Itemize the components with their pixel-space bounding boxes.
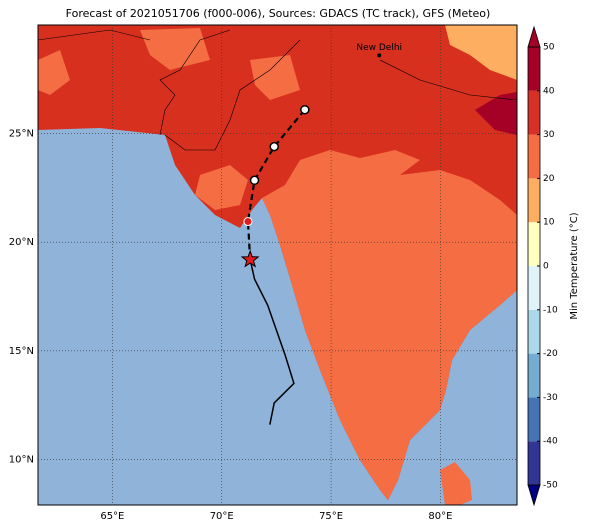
border	[38, 29, 517, 151]
colorbar-tick-label: 50	[543, 43, 555, 53]
forecast-track	[246, 109, 306, 260]
colorbar-tick-label: 10	[543, 218, 555, 228]
land-warm	[262, 150, 517, 500]
colorbar-extend	[527, 484, 541, 507]
land-mild	[445, 25, 517, 80]
colorbar-extend	[527, 25, 541, 48]
storm-symbol	[243, 217, 253, 227]
land	[440, 462, 472, 505]
colorbar-tick-label: 0	[543, 262, 549, 272]
colorbar-tick-label: 40	[543, 86, 555, 96]
colorbar-bin	[528, 222, 540, 266]
current-position	[240, 249, 260, 268]
chart-title: Forecast of 2021051706 (f000-006), Sourc…	[66, 7, 491, 20]
city-label: New Delhi	[356, 43, 402, 53]
past-track	[249, 259, 295, 425]
y-tick-label: 20°N	[9, 237, 34, 248]
y-tick-label: 10°N	[9, 454, 34, 465]
colorbar-tick-label: 30	[543, 130, 555, 140]
colorbar-tick-label: -20	[543, 349, 558, 359]
colorbar-bin	[528, 397, 540, 442]
colorbar-tick-label: -30	[543, 393, 558, 403]
land-hot	[475, 92, 517, 135]
colorbar-bin	[528, 90, 540, 135]
x-tick-label: 80°E	[428, 511, 452, 522]
land-warm	[38, 28, 300, 100]
colorbar-tick-label: -50	[543, 481, 558, 491]
map-area	[38, 25, 517, 505]
forecast-point	[249, 175, 260, 186]
y-tick-label: 25°N	[9, 129, 34, 140]
colorbar-bin	[528, 353, 540, 398]
colorbar-tick-label: 20	[543, 174, 555, 184]
colorbar-tick-label: -40	[543, 437, 558, 447]
colorbar-bin	[528, 309, 540, 354]
colorbar-bin	[528, 134, 540, 179]
map-frame	[37, 24, 518, 506]
y-tick-label: 15°N	[9, 346, 34, 357]
x-tick-label: 70°E	[210, 511, 234, 522]
colorbar-bin	[528, 47, 540, 91]
colorbar-label: Min Temperature (°C)	[569, 212, 580, 319]
colorbar-bin	[528, 441, 540, 485]
colorbar-bin	[528, 178, 540, 223]
colorbar-bin	[528, 266, 540, 310]
colorbar-tick-label: -10	[543, 305, 558, 315]
x-tick-label: 75°E	[319, 511, 343, 522]
x-tick-label: 65°E	[100, 511, 124, 522]
city-marker	[377, 53, 382, 58]
forecast-point	[300, 104, 310, 115]
forecast-point	[269, 141, 279, 152]
